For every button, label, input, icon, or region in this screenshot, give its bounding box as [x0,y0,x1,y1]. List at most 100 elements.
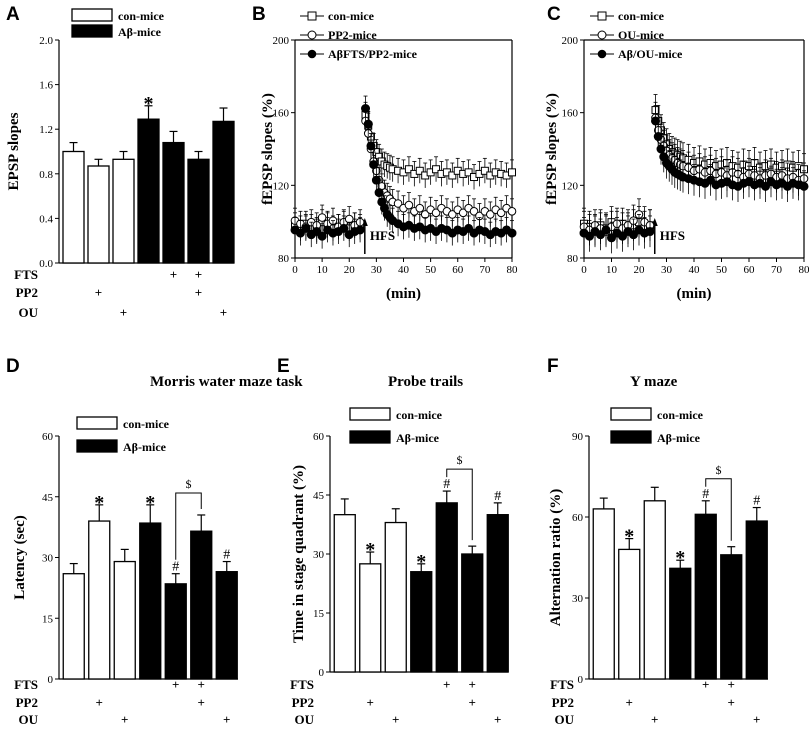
x-tick-label: 80 [507,264,519,276]
x-axis-title: (min) [677,286,712,302]
plot-title: Y maze [630,374,678,390]
data-point [363,119,373,129]
condition-plus: + [443,677,450,692]
y-tick-label: 200 [273,35,290,47]
bar [87,165,110,264]
bar [333,514,356,673]
condition-plus: + [220,305,227,320]
data-point [507,206,517,216]
legend: con-mice OU-mice Aβ/OU-mice [590,9,683,61]
legend-label: con-mice [123,417,170,431]
y-tick-label: 160 [562,108,579,120]
legend-swatch [349,430,391,444]
condition-label-pp2: PP2 [552,695,574,710]
panel-letter: C [547,4,561,25]
panel-e: E 0 15 30 45 60 Time in stage quadrant (%) Prob… [277,356,509,727]
data-point [469,206,479,216]
bar [62,573,85,680]
data-point [656,144,666,154]
data-point [645,227,655,237]
series-2 [579,105,809,254]
significance-hash: # [494,489,501,504]
condition-plus: + [96,695,103,710]
significance-star: * [144,93,154,115]
bar [643,500,666,680]
data-point [448,171,457,180]
y-axis-title: Latency (sec) [12,515,28,600]
panel-letter: B [252,4,266,25]
hfs-label: HFS [370,228,395,243]
panel-letter: D [6,356,20,377]
data-point [464,168,473,177]
condition-label-pp2: PP2 [16,695,38,710]
condition-label-fts: FTS [14,267,38,282]
legend-marker [307,30,317,40]
x-tick-label: 10 [317,264,329,276]
y-tick-label: 45 [313,490,325,502]
y-tick-label: 45 [42,492,54,504]
y-tick-label: 0.4 [39,213,53,225]
y-tick-label: 80 [567,253,579,265]
bracket-label: $ [716,463,722,477]
x-tick-label: 50 [716,264,728,276]
legend: con-mice Aβ-mice [610,407,704,445]
y-tick-label: 60 [313,431,325,443]
data-point [344,214,354,224]
comparison-bracket [446,468,473,541]
bar [139,522,162,680]
significance-hash: # [223,548,230,563]
x-tick-label: 60 [452,264,464,276]
condition-label-ou: OU [19,305,39,320]
bar [137,118,160,264]
bar [62,150,85,264]
condition-plus: + [223,712,230,727]
data-point [601,225,611,235]
legend-swatch [76,439,118,453]
x-tick-label: 30 [371,264,383,276]
legend-label: Aβ-mice [657,431,701,445]
plot-title: Probe trails [388,374,463,390]
bar [359,563,382,673]
legend-label: Aβ-mice [118,25,162,39]
y-tick-label: 30 [572,593,584,605]
hfs-label: HFS [660,228,685,243]
y-tick-label: 30 [313,549,325,561]
y-tick-label: 15 [313,608,325,620]
y-tick-label: 0 [48,674,54,686]
plot-title: Morris water maze task [150,374,303,390]
bar [410,571,433,673]
bracket-label: $ [457,453,463,467]
y-tick-label: 60 [42,431,54,443]
data-point [374,188,384,198]
data-point [355,225,365,235]
x-tick-label: 80 [799,264,809,276]
condition-plus: + [728,677,735,692]
bar [112,158,135,264]
data-point [653,132,663,142]
panel-letter: E [277,356,290,377]
data-point [496,208,506,218]
condition-plus: + [367,695,374,710]
data-point [431,208,441,218]
x-tick-label: 20 [634,264,646,276]
legend-label: con-mice [118,9,165,23]
bar [694,513,717,680]
significance-star: * [416,551,426,573]
legend-label: con-mice [657,408,704,422]
legend-label: AβFTS/PP2-mice [328,47,418,61]
condition-plus: + [392,712,399,727]
data-point [369,160,379,170]
legend-label: Aβ-mice [123,440,167,454]
condition-plus: + [172,677,179,692]
legend-swatch [610,430,652,444]
significance-hash: # [753,494,760,509]
comparison-bracket [175,492,202,560]
legend-marker [597,49,607,59]
condition-label-pp2: PP2 [292,695,314,710]
data-point [480,166,489,175]
y-axis-title: EPSP slopes [6,112,22,190]
bar [88,520,111,680]
data-point [366,141,376,151]
panel-b: B 80 120 160 200 0 10 20 30 40 50 60 70 80 fEPSP slope… [252,4,518,302]
condition-label-ou: OU [555,712,575,727]
